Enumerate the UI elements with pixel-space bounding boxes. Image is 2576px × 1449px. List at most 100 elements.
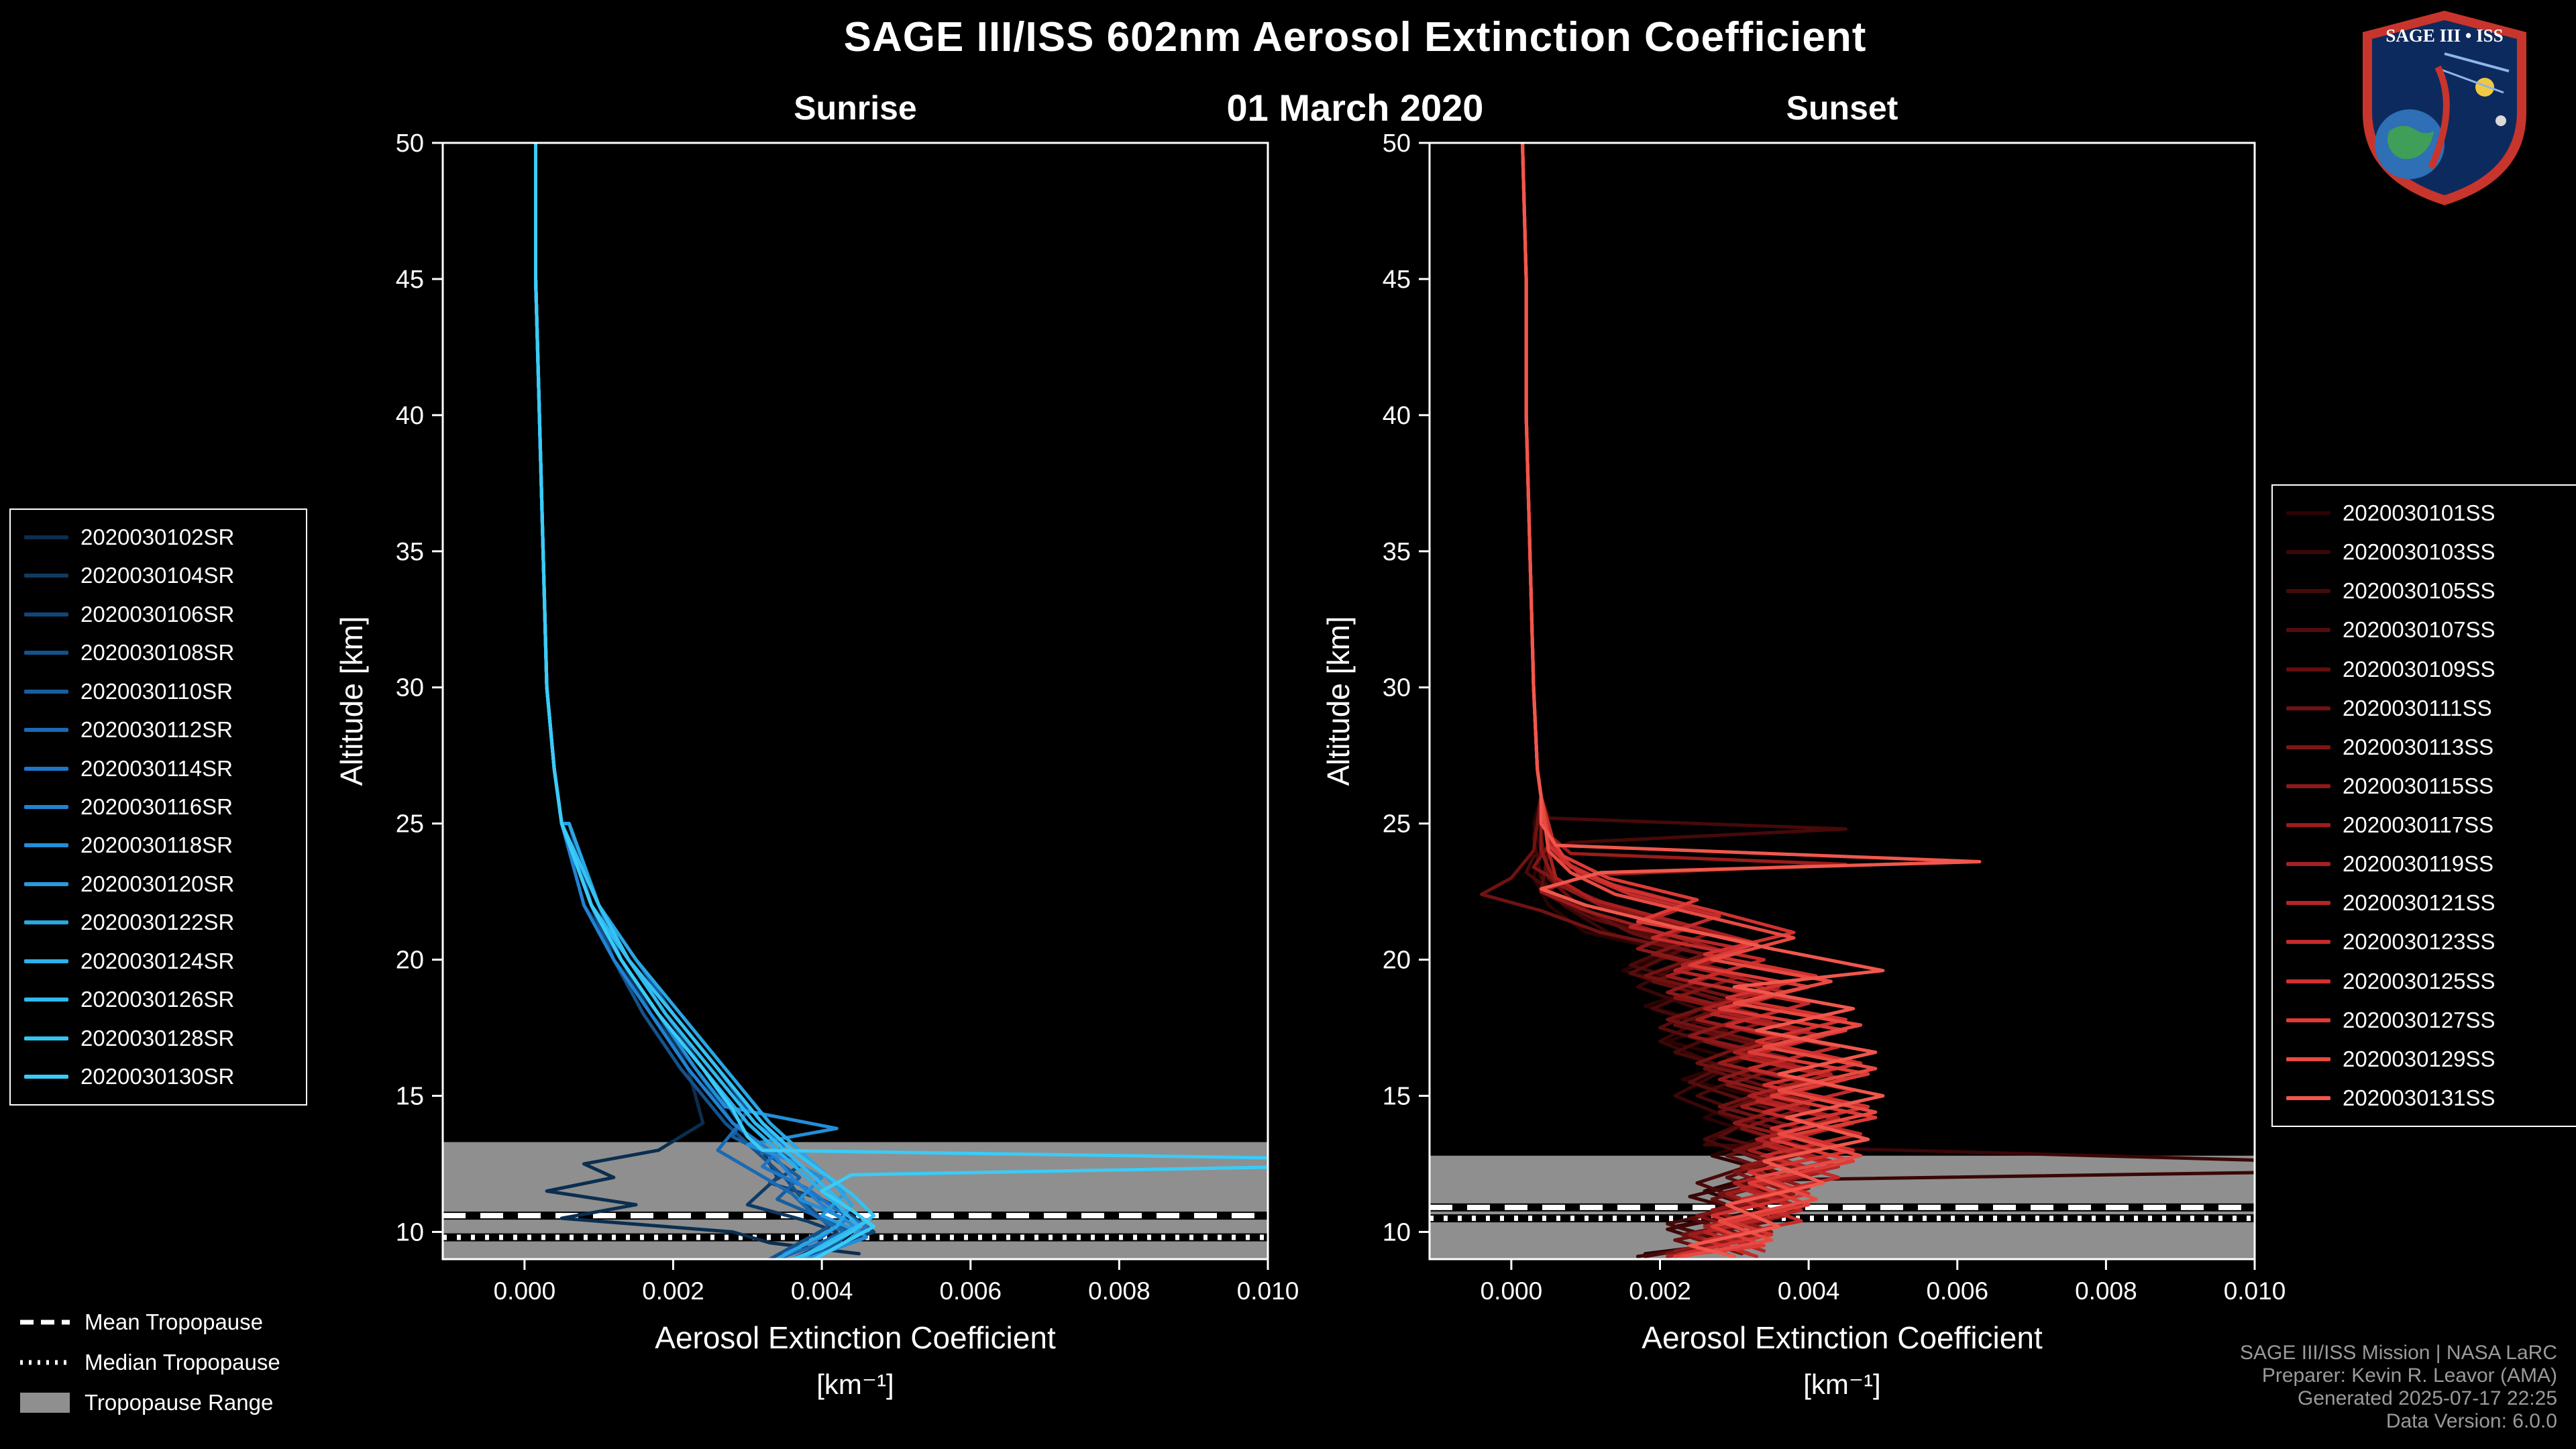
legend-item: 2020030114SR <box>24 749 292 788</box>
x-axis-label: Aerosol Extinction Coefficient <box>1642 1320 2043 1355</box>
legend-line-sample <box>24 998 68 1002</box>
dashed-line-icon <box>20 1320 70 1325</box>
legend-item: 2020030116SR <box>24 788 292 826</box>
profile-line-2020030124SR <box>534 143 861 1259</box>
legend-label: 2020030111SS <box>2343 695 2492 720</box>
profile-line-2020030118SR <box>534 143 869 1256</box>
profile-line-2020030103SS <box>1521 143 2255 1258</box>
mean-tropopause-label: Mean Tropopause <box>85 1309 264 1334</box>
y-tick-label: 35 <box>1383 538 1411 566</box>
logo-sun-icon <box>2475 78 2494 97</box>
legend-label: 2020030117SS <box>2343 812 2494 838</box>
x-axis-units: [km⁻¹] <box>1803 1368 1880 1400</box>
legend-item: 2020030123SS <box>2286 922 2565 961</box>
legend-line-sample <box>24 1075 68 1079</box>
legend-label: 2020030130SR <box>80 1064 235 1089</box>
x-tick-label: 0.004 <box>1778 1277 1840 1305</box>
legend-line-sample <box>24 689 68 694</box>
legend-line-sample <box>24 843 68 848</box>
sunset-legend: 2020030101SS 2020030103SS 2020030105SS 2020… <box>2271 484 2576 1127</box>
legend-label: 2020030123SS <box>2343 929 2496 955</box>
legend-line-sample <box>2286 550 2330 555</box>
legend-item: 2020030107SS <box>2286 610 2565 649</box>
profile-line-2020030130SR <box>534 143 1268 1259</box>
legend-label: 2020030131SS <box>2343 1085 2496 1110</box>
y-tick-label: 35 <box>396 538 424 566</box>
sage-iii-iss-logo: SAGE III • ISS <box>2363 11 2526 205</box>
legend-label: 2020030112SR <box>80 717 233 743</box>
legend-item: 2020030111SS <box>2286 689 2565 728</box>
panel-sunset: 0.000 0.002 0.004 0.006 0.008 0.010 10 15 20 25 30… <box>1321 129 2286 1400</box>
profile-line-2020030112SR <box>534 143 846 1259</box>
legend-label: 2020030101SS <box>2343 500 2496 526</box>
legend-item: 2020030129SS <box>2286 1040 2565 1079</box>
legend-line-sample <box>2286 745 2330 749</box>
legend-label: 2020030110SR <box>80 678 233 704</box>
credit-data-version: Data Version: 6.0.0 <box>2385 1410 2557 1432</box>
logo-orbit-line-icon <box>2437 67 2504 94</box>
legend-label: 2020030105SS <box>2343 578 2496 604</box>
legend-line-sample <box>24 959 68 963</box>
legend-line-sample <box>2286 589 2330 594</box>
legend-item: 2020030110SR <box>24 672 292 710</box>
date-subtitle: 01 March 2020 <box>1226 87 1484 129</box>
legend-line-sample <box>24 574 68 578</box>
legend-item: 2020030102SR <box>24 518 292 556</box>
credit-preparer: Preparer: Kevin R. Leavor (AMA) <box>2261 1364 2557 1387</box>
legend-label: 2020030102SR <box>80 524 235 549</box>
legend-item: 2020030121SS <box>2286 883 2565 922</box>
legend-item: 2020030109SS <box>2286 650 2565 689</box>
x-tick-label: 0.004 <box>791 1277 853 1305</box>
legend-line-sample <box>2286 628 2330 633</box>
legend-item: 2020030106SR <box>24 595 292 633</box>
legend-line-sample <box>2286 1018 2330 1022</box>
legend-line-sample <box>24 920 68 925</box>
logo-moon-icon <box>2496 115 2506 126</box>
legend-item: 2020030119SS <box>2286 845 2565 883</box>
profile-line-2020030106SR <box>534 143 876 1259</box>
profile-line-2020030127SS <box>1521 143 1878 1258</box>
credit-mission: SAGE III/ISS Mission | NASA LaRC <box>2240 1342 2557 1364</box>
legend-line-sample <box>2286 940 2330 945</box>
profile-line-2020030104SR <box>534 143 839 1259</box>
legend-line-sample <box>2286 784 2330 788</box>
legend-line-sample <box>24 805 68 810</box>
legend-label: 2020030129SS <box>2343 1046 2496 1071</box>
profile-line-2020030116SR <box>534 143 846 1256</box>
axes-frame <box>1428 142 2256 1260</box>
x-tick-label: 0.006 <box>1926 1277 1988 1305</box>
x-tick-label: 0.008 <box>1088 1277 1150 1305</box>
y-tick-label: 25 <box>396 810 424 839</box>
x-tick-label: 0.002 <box>1629 1277 1691 1305</box>
y-tick-label: 30 <box>396 674 424 702</box>
profile-line-2020030128SR <box>534 143 876 1259</box>
profile-line-2020030131SS <box>1521 143 1982 1258</box>
legend-line-sample <box>24 1036 68 1040</box>
legend-line-sample <box>2286 979 2330 983</box>
profile-line-2020030115SS <box>1521 143 1825 1253</box>
tropopause-legend: Mean Tropopause Median Tropopause Tropop… <box>20 1309 280 1415</box>
median-tropopause-label: Median Tropopause <box>85 1350 280 1375</box>
y-axis-label: Altitude [km] <box>1321 616 1356 786</box>
mean-tropopause-legend-item: Mean Tropopause <box>20 1309 280 1335</box>
legend-item: 2020030125SS <box>2286 962 2565 1001</box>
legend-line-sample <box>2286 901 2330 906</box>
legend-label: 2020030109SS <box>2343 656 2496 682</box>
sunset-panel-title: Sunset <box>1786 89 1898 127</box>
x-tick-label: 0.002 <box>642 1277 704 1305</box>
y-tick-label: 50 <box>1383 129 1411 158</box>
credit-generated: Generated 2025-07-17 22:25 <box>2298 1387 2557 1409</box>
legend-item: 2020030113SS <box>2286 728 2565 767</box>
legend-label: 2020030121SS <box>2343 890 2496 916</box>
legend-label: 2020030108SR <box>80 640 235 665</box>
profile-line-2020030108SR <box>534 143 831 1259</box>
legend-line-sample <box>24 535 68 539</box>
x-tick-label: 0.008 <box>2075 1277 2137 1305</box>
legend-label: 2020030120SR <box>80 871 235 896</box>
y-tick-label: 20 <box>396 947 424 975</box>
legend-label: 2020030104SR <box>80 563 235 588</box>
y-tick-label: 40 <box>396 402 424 430</box>
legend-line-sample <box>2286 667 2330 672</box>
legend-label: 2020030116SR <box>80 794 233 820</box>
